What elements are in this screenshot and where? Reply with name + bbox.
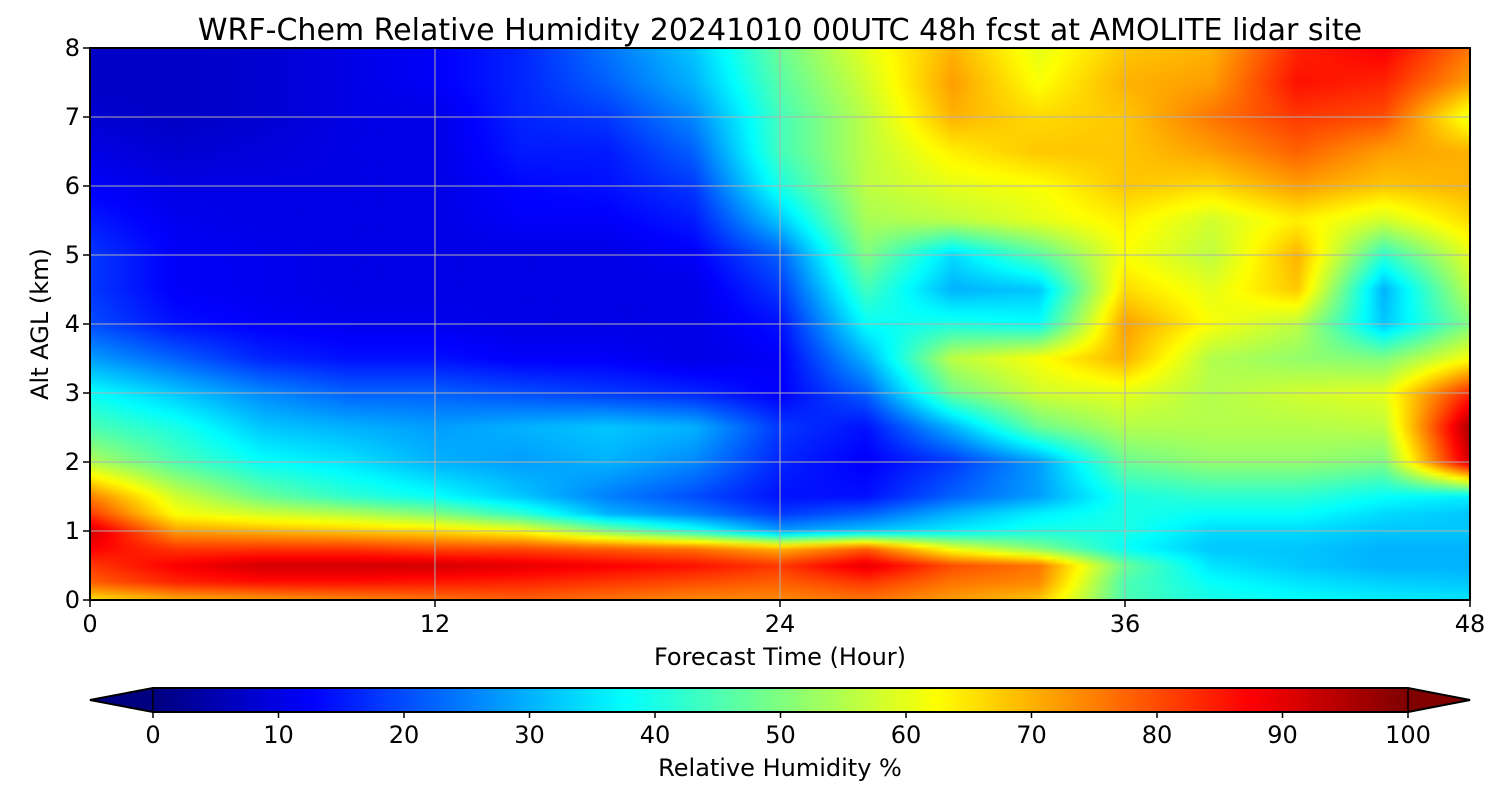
colorbar-tick-label: 90 (1267, 721, 1298, 749)
chart-title: WRF-Chem Relative Humidity 20241010 00UT… (198, 13, 1362, 48)
y-tick-label: 2 (65, 448, 80, 476)
colorbar-tick-label: 40 (640, 721, 671, 749)
y-axis: 0 1 2 3 4 5 6 7 8 (65, 34, 90, 614)
y-tick-label: 6 (65, 172, 80, 200)
colorbar: 0 10 20 30 40 50 60 70 80 90 100 Relative Humidity… (89, 687, 1471, 782)
y-axis-label: Alt AGL (km) (26, 248, 54, 400)
colorbar-min-extend-arrow (89, 687, 154, 713)
colorbar-tick-label: 70 (1016, 721, 1047, 749)
x-tick-label: 12 (420, 610, 451, 638)
colorbar-tick-label: 30 (514, 721, 545, 749)
x-tick-label: 48 (1455, 610, 1486, 638)
colorbar-tick-label: 60 (891, 721, 922, 749)
y-tick-label: 3 (65, 379, 80, 407)
colorbar-tick-label: 100 (1385, 721, 1431, 749)
y-tick-label: 8 (65, 34, 80, 62)
colorbar-tick-label: 50 (765, 721, 796, 749)
colorbar-ticks: 0 10 20 30 40 50 60 70 80 90 100 (145, 712, 1431, 749)
x-tick-label: 36 (1110, 610, 1141, 638)
x-axis: 0 12 24 36 48 (82, 600, 1485, 638)
colorbar-tick-label: 20 (389, 721, 420, 749)
y-tick-label: 5 (65, 241, 80, 269)
x-tick-label: 0 (82, 610, 97, 638)
x-tick-label: 24 (765, 610, 796, 638)
y-tick-label: 1 (65, 517, 80, 545)
plot-area (89, 47, 1471, 601)
y-tick-label: 4 (65, 310, 80, 338)
colorbar-tick-label: 0 (145, 721, 160, 749)
colorbar-gradient (153, 688, 1408, 712)
colorbar-label: Relative Humidity % (658, 754, 902, 782)
y-tick-label: 7 (65, 103, 80, 131)
colorbar-tick-label: 10 (263, 721, 294, 749)
colorbar-tick-label: 80 (1142, 721, 1173, 749)
x-axis-label: Forecast Time (Hour) (654, 643, 906, 671)
colorbar-max-extend-arrow (1407, 687, 1471, 713)
y-tick-label: 0 (65, 586, 80, 614)
